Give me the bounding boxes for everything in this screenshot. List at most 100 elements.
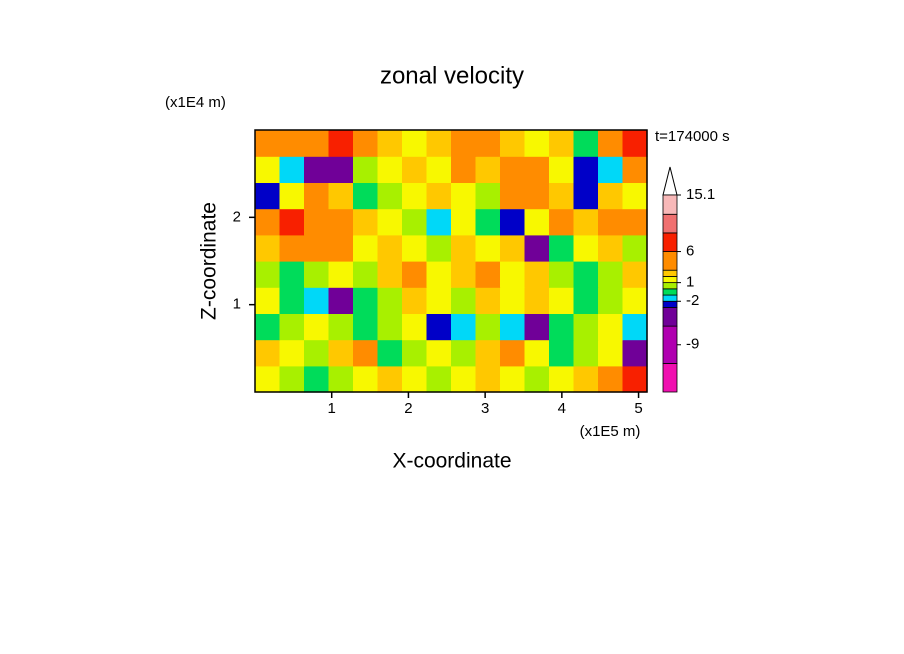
field-cell [255, 261, 281, 288]
field-cell [426, 365, 452, 393]
field-cell [622, 130, 648, 157]
colorbar-segment [662, 276, 678, 284]
field-cell [451, 339, 477, 367]
field-cell [328, 261, 354, 288]
field-cell [426, 287, 452, 314]
field-cell [328, 208, 354, 236]
field-cell [451, 156, 477, 183]
field-cell [402, 313, 428, 341]
field-cell [328, 339, 354, 367]
field-cell [598, 339, 624, 367]
colorbar-segment [662, 282, 678, 290]
field-cell [573, 156, 599, 183]
colorbar-segment [662, 213, 678, 234]
field-cell [573, 234, 599, 262]
field-cell [549, 208, 575, 236]
y-tick-label: 2 [233, 208, 241, 225]
field-cell [328, 313, 354, 341]
field-cell [377, 287, 403, 314]
field-cell [255, 287, 281, 314]
field-cell [622, 261, 648, 288]
field-cell [255, 156, 281, 183]
field-cell [402, 156, 428, 183]
field-cell [524, 313, 550, 341]
colorbar-segment [662, 307, 678, 327]
field-cell [426, 234, 452, 262]
field-cell [304, 234, 330, 262]
field-cell [500, 261, 526, 288]
field-cell [451, 261, 477, 288]
field-cell [622, 339, 648, 367]
field-cell [255, 234, 281, 262]
field-cell [598, 208, 624, 236]
field-cell [328, 287, 354, 314]
field-cell [451, 130, 477, 157]
field-cell [573, 287, 599, 314]
field-cell [524, 156, 550, 183]
field-cell [524, 365, 550, 393]
field-cell [549, 261, 575, 288]
field-cell [622, 234, 648, 262]
field-cell [549, 313, 575, 341]
field-cell [549, 130, 575, 157]
field-cell [377, 313, 403, 341]
colorbar-segment [662, 251, 678, 271]
field-cell [304, 287, 330, 314]
field-cell [451, 208, 477, 236]
field-cell [475, 287, 501, 314]
field-cell [377, 156, 403, 183]
field-cell [622, 182, 648, 210]
field-cell [426, 156, 452, 183]
field-cell [622, 287, 648, 314]
field-cell [573, 261, 599, 288]
field-cell [426, 313, 452, 341]
field-cell [377, 339, 403, 367]
field-cell [500, 287, 526, 314]
field-cell [353, 287, 379, 314]
field-cell [377, 234, 403, 262]
field-cell [549, 234, 575, 262]
colorbar-tick-label: -2 [686, 292, 699, 309]
field-cell [500, 365, 526, 393]
field-cell [353, 156, 379, 183]
field-cell [549, 365, 575, 393]
field-cell [475, 313, 501, 341]
field-cell [304, 156, 330, 183]
field-cell [255, 313, 281, 341]
colorbar-segment [662, 269, 678, 277]
x-tick-label: 2 [404, 400, 412, 417]
colorbar-segment [662, 294, 678, 302]
x-tick-label: 1 [328, 400, 336, 417]
field-cell [402, 365, 428, 393]
field-cell [549, 156, 575, 183]
field-cell [500, 339, 526, 367]
field-cell [451, 182, 477, 210]
field-cell [304, 339, 330, 367]
field-cell [500, 130, 526, 157]
field-cell [524, 261, 550, 288]
x-tick-label: 3 [481, 400, 489, 417]
colorbar-segment [662, 232, 678, 252]
colorbar-tick-label: -9 [686, 336, 699, 353]
field-cell [328, 234, 354, 262]
field-cell [500, 156, 526, 183]
field-cell [500, 208, 526, 236]
field-cell [255, 339, 281, 367]
field-cell [353, 234, 379, 262]
field-cell [500, 313, 526, 341]
field-cell [279, 287, 305, 314]
field-cell [549, 182, 575, 210]
colorbar-segment [662, 300, 678, 308]
field-cell [402, 261, 428, 288]
field-cell [426, 130, 452, 157]
field-cell [573, 130, 599, 157]
field-cell [353, 208, 379, 236]
field-cell [598, 313, 624, 341]
field-cell [279, 182, 305, 210]
field-cell [524, 234, 550, 262]
field-cell [402, 208, 428, 236]
field-cell [402, 234, 428, 262]
field-cell [279, 156, 305, 183]
field-cell [475, 365, 501, 393]
field-cell [524, 208, 550, 236]
